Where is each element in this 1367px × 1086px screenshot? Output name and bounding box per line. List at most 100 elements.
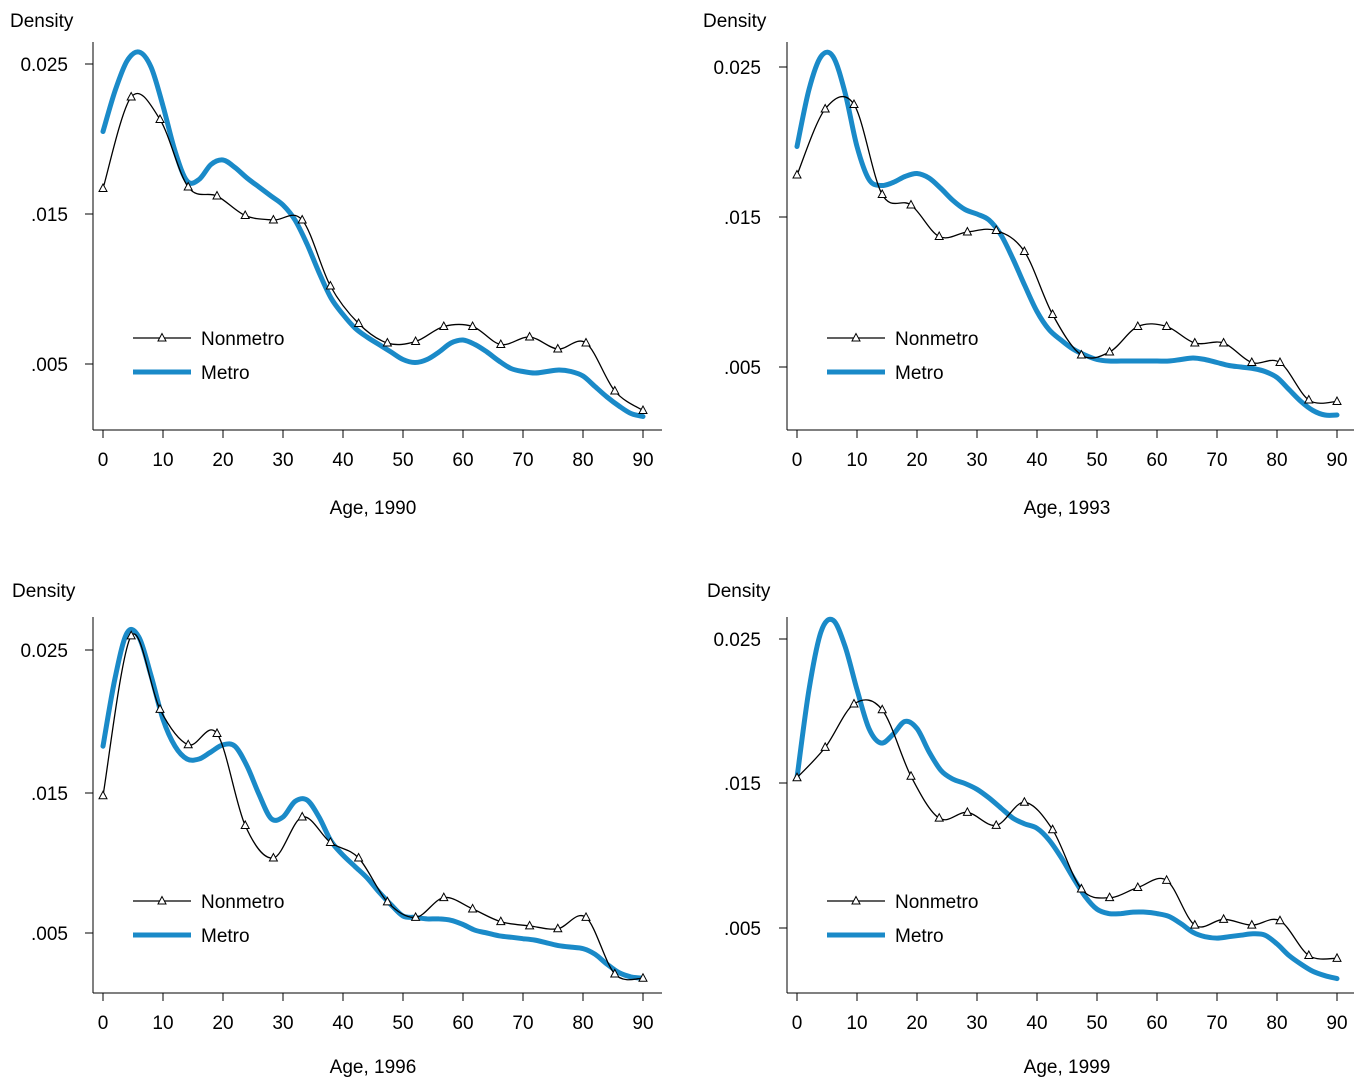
x-axis-label: Age, 1996 bbox=[330, 1057, 417, 1078]
x-tick-label: 30 bbox=[272, 450, 293, 471]
y-tick-label: .005 bbox=[724, 919, 761, 940]
nonmetro-line bbox=[796, 699, 1338, 960]
metro-line bbox=[100, 627, 646, 981]
y-tick-label: .005 bbox=[31, 355, 68, 376]
x-tick-label: 70 bbox=[1206, 450, 1227, 471]
nonmetro-point bbox=[495, 338, 506, 348]
x-tick-label: 0 bbox=[792, 450, 803, 471]
y-tick-label: .015 bbox=[724, 774, 761, 795]
y-tick-label: .015 bbox=[724, 208, 761, 229]
nonmetro-point bbox=[1076, 883, 1087, 893]
nonmetro-point bbox=[1161, 874, 1172, 884]
nonmetro-point bbox=[934, 230, 945, 240]
nonmetro-point bbox=[906, 770, 916, 780]
nonmetro-point bbox=[962, 806, 973, 816]
x-tick-label: 50 bbox=[392, 450, 413, 471]
nonmetro-point bbox=[410, 335, 421, 345]
nonmetro-point bbox=[581, 911, 591, 921]
x-tick-label: 10 bbox=[846, 1013, 867, 1034]
chart-svg: Density .005 .015 0.025 0 10 20 30 40 50 60 70 80 90 A… bbox=[10, 11, 662, 519]
nonmetro-point bbox=[467, 320, 478, 330]
y-tick-label: 0.025 bbox=[20, 641, 68, 662]
x-tick-label: 60 bbox=[452, 1013, 473, 1034]
nonmetro-point bbox=[552, 923, 563, 933]
nonmetro-point bbox=[98, 182, 108, 192]
nonmetro-point bbox=[1275, 356, 1285, 366]
x-tick-label: 60 bbox=[1146, 1013, 1167, 1034]
legend-nonmetro-marker bbox=[851, 332, 861, 342]
nonmetro-point bbox=[1303, 949, 1314, 959]
nonmetro-point bbox=[820, 741, 831, 751]
metro-line bbox=[100, 49, 646, 419]
x-tick-label: 70 bbox=[512, 1013, 533, 1034]
nonmetro-point bbox=[609, 385, 620, 395]
nonmetro-point bbox=[1332, 395, 1342, 405]
nonmetro-point bbox=[524, 920, 535, 930]
legend-nonmetro-marker bbox=[157, 332, 167, 342]
nonmetro-point bbox=[609, 968, 620, 978]
y-tick-label: 0.025 bbox=[20, 55, 68, 76]
nonmetro-line bbox=[102, 633, 644, 981]
x-tick-label: 80 bbox=[1266, 450, 1287, 471]
x-tick-label: 10 bbox=[846, 450, 867, 471]
nonmetro-point bbox=[126, 91, 137, 101]
y-axis-label: Density bbox=[12, 581, 76, 602]
y-axis-label: Density bbox=[707, 581, 771, 602]
nonmetro-point bbox=[325, 280, 336, 290]
x-tick-label: 70 bbox=[1206, 1013, 1227, 1034]
x-tick-label: 50 bbox=[1086, 1013, 1107, 1034]
nonmetro-point bbox=[212, 190, 222, 200]
legend-nonmetro-marker bbox=[157, 895, 167, 905]
nonmetro-point bbox=[877, 188, 888, 198]
nonmetro-line bbox=[796, 95, 1338, 404]
x-tick-label: 60 bbox=[1146, 450, 1167, 471]
nonmetro-point bbox=[1019, 245, 1030, 255]
x-tick-label: 70 bbox=[512, 450, 533, 471]
legend-metro-label: Metro bbox=[201, 926, 250, 947]
nonmetro-point bbox=[1132, 320, 1143, 330]
x-tick-label: 20 bbox=[212, 1013, 233, 1034]
nonmetro-point bbox=[1104, 892, 1115, 902]
nonmetro-point bbox=[240, 819, 251, 829]
nonmetro-point bbox=[1047, 308, 1058, 318]
nonmetro-point bbox=[1275, 915, 1285, 925]
nonmetro-point bbox=[1104, 346, 1115, 356]
y-axis-label: Density bbox=[703, 11, 767, 32]
x-axis-label: Age, 1999 bbox=[1024, 1057, 1111, 1078]
nonmetro-point bbox=[962, 226, 973, 236]
nonmetro-point bbox=[212, 727, 222, 737]
x-tick-label: 0 bbox=[792, 1013, 803, 1034]
legend-nonmetro-label: Nonmetro bbox=[895, 329, 978, 350]
x-tick-label: 30 bbox=[966, 1013, 987, 1034]
x-tick-label: 0 bbox=[98, 450, 109, 471]
x-tick-label: 30 bbox=[966, 450, 987, 471]
nonmetro-point bbox=[849, 698, 859, 708]
y-tick-label: .005 bbox=[31, 924, 68, 945]
x-tick-label: 40 bbox=[1026, 1013, 1047, 1034]
nonmetro-point bbox=[877, 704, 888, 714]
y-tick-label: .005 bbox=[724, 358, 761, 379]
nonmetro-point bbox=[382, 337, 393, 347]
legend-nonmetro-label: Nonmetro bbox=[201, 892, 284, 913]
nonmetro-point bbox=[552, 343, 563, 353]
nonmetro-point bbox=[240, 209, 251, 219]
metro-line bbox=[794, 49, 1340, 418]
x-tick-label: 60 bbox=[452, 450, 473, 471]
x-tick-label: 40 bbox=[1026, 450, 1047, 471]
x-tick-label: 90 bbox=[1326, 1013, 1347, 1034]
nonmetro-point bbox=[1218, 913, 1229, 923]
nonmetro-point bbox=[155, 703, 165, 713]
nonmetro-point bbox=[991, 224, 1002, 234]
nonmetro-point bbox=[1076, 349, 1087, 359]
nonmetro-point bbox=[1189, 919, 1200, 929]
y-tick-label: 0.025 bbox=[713, 630, 761, 651]
x-tick-label: 10 bbox=[152, 1013, 173, 1034]
chart-panel-1996: Density .005 .015 0.025 0 10 20 30 40 50 60 70 80 90 A… bbox=[0, 540, 683, 1081]
legend-nonmetro-label: Nonmetro bbox=[201, 329, 284, 350]
chart-svg: Density .005 .015 0.025 0 10 20 30 40 50 60 70 80 90 A… bbox=[703, 11, 1354, 519]
x-tick-label: 50 bbox=[392, 1013, 413, 1034]
nonmetro-point bbox=[792, 169, 802, 179]
nonmetro-point bbox=[438, 320, 449, 330]
nonmetro-point bbox=[183, 739, 194, 749]
y-tick-label: .015 bbox=[31, 784, 68, 805]
